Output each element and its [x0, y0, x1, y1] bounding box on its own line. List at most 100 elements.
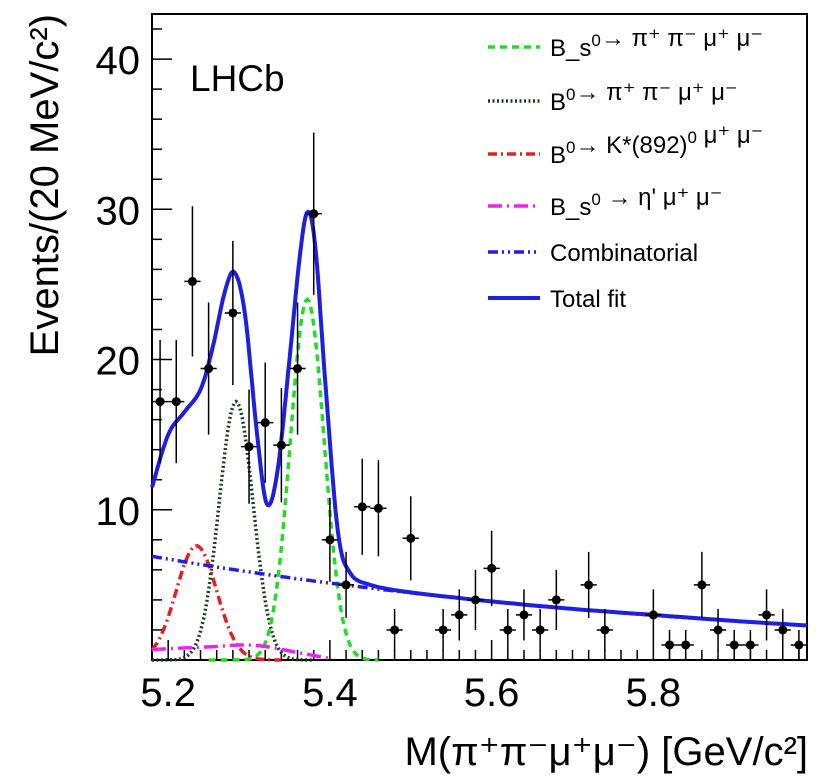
legend-label: Combinatorial	[550, 240, 698, 267]
data-point	[289, 302, 306, 435]
data-marker	[244, 442, 254, 452]
data-marker	[794, 640, 804, 650]
x-tick-label: 5.6	[464, 671, 520, 715]
curve-bs_etaprime	[151, 643, 331, 661]
data-point	[224, 240, 241, 386]
data-point	[499, 608, 516, 651]
data-marker	[681, 640, 691, 650]
legend: B_s0→ π⁺ π⁻ μ⁺ μ⁻ B0→ π⁺ π⁻ μ⁺ μ⁻ B0→ K*(8…	[488, 25, 763, 313]
data-marker	[309, 209, 319, 219]
data-marker	[204, 364, 214, 374]
curve-total	[150, 209, 808, 628]
data-marker	[373, 503, 383, 513]
data-point	[184, 206, 201, 357]
data-marker	[293, 364, 303, 374]
plot-frame	[151, 13, 808, 661]
data-point	[790, 629, 807, 660]
data-point	[321, 497, 338, 582]
data-marker	[762, 610, 772, 620]
data-marker	[519, 610, 529, 620]
data-point	[240, 389, 258, 504]
data-point	[774, 608, 791, 651]
data-marker	[390, 625, 400, 635]
data-marker	[187, 276, 197, 286]
data-marker	[665, 640, 675, 650]
data-point	[152, 340, 169, 464]
data-point	[693, 551, 710, 618]
data-marker	[745, 640, 755, 650]
curve-bs_pipimumu	[208, 296, 379, 662]
data-marker	[535, 625, 545, 635]
data-point	[200, 302, 217, 435]
legend-label: B_s0 → η' μ⁺ μ⁻	[550, 184, 722, 221]
data-marker	[438, 625, 448, 635]
data-point	[370, 460, 387, 557]
data-marker	[155, 397, 165, 407]
x-axis-label: M(π⁺π⁻μ⁺μ⁻) [GeV/c²]	[404, 730, 808, 774]
y-axis-label: Events/(20 MeV/c²)	[23, 14, 67, 356]
x-tick-label: 5.2	[140, 671, 196, 715]
data-point	[402, 496, 419, 581]
data-marker	[357, 502, 367, 512]
data-marker	[260, 418, 270, 428]
data-point	[451, 589, 468, 641]
y-tick-label: 20	[96, 340, 141, 384]
data-point	[337, 551, 355, 618]
data-marker	[276, 440, 286, 450]
data-marker	[648, 610, 658, 620]
data-point	[645, 589, 662, 641]
data-point	[305, 132, 322, 295]
data-point	[580, 551, 597, 618]
data-marker	[584, 580, 594, 590]
fit-curves	[150, 209, 808, 662]
data-point	[677, 629, 694, 660]
y-tick-label: 40	[96, 39, 141, 83]
legend-item-combinatorial: Combinatorial	[488, 240, 698, 267]
axes-frame	[151, 13, 808, 661]
data-marker	[325, 535, 335, 545]
data-point	[257, 362, 274, 483]
y-tick-labels: 10 20 30 40	[96, 39, 141, 534]
data-marker	[171, 397, 181, 407]
data-marker	[487, 563, 497, 573]
data-point	[273, 388, 290, 503]
data-point	[467, 569, 484, 630]
data-point	[548, 569, 565, 630]
data-marker	[228, 308, 238, 318]
curve-combinatorial	[151, 554, 807, 628]
data-point	[168, 340, 185, 464]
x-tick-labels: 5.2 5.4 5.6 5.8	[140, 671, 681, 715]
data-marker	[470, 595, 480, 605]
data-marker	[406, 533, 416, 543]
y-tick-label: 10	[96, 490, 141, 534]
legend-item-total: Total fit	[488, 286, 626, 313]
data-point	[596, 608, 613, 651]
data-marker	[778, 625, 788, 635]
data-point	[386, 608, 403, 651]
data-marker	[600, 625, 610, 635]
curve-b0_kstar	[150, 544, 282, 662]
x-tick-label: 5.8	[626, 671, 682, 715]
data-point	[532, 608, 549, 651]
curve-b0_pipimumu	[152, 399, 314, 662]
data-point	[758, 589, 775, 641]
data-marker	[341, 580, 351, 590]
data-point	[354, 458, 371, 555]
data-point	[435, 608, 452, 651]
legend-label: B0→ π⁺ π⁻ μ⁺ μ⁻	[550, 79, 738, 116]
legend-label: B0→ K*(892)0 μ⁺ μ⁻	[550, 122, 763, 169]
legend-item-bs_pipimumu: B_s0→ π⁺ π⁻ μ⁺ μ⁻	[488, 25, 763, 62]
experiment-label: LHCb	[190, 58, 285, 99]
data-points	[152, 132, 807, 660]
legend-item-b0_pipimumu: B0→ π⁺ π⁻ μ⁺ μ⁻	[488, 79, 738, 116]
data-point	[726, 629, 743, 660]
data-marker	[729, 640, 739, 650]
data-point	[709, 608, 727, 651]
x-tick-label: 5.4	[302, 671, 358, 715]
data-marker	[697, 580, 707, 590]
data-marker	[503, 625, 513, 635]
legend-item-bs_etaprime: B_s0 → η' μ⁺ μ⁻	[488, 184, 722, 221]
legend-item-b0_kstar: B0→ K*(892)0 μ⁺ μ⁻	[488, 122, 763, 169]
data-marker	[713, 625, 723, 635]
